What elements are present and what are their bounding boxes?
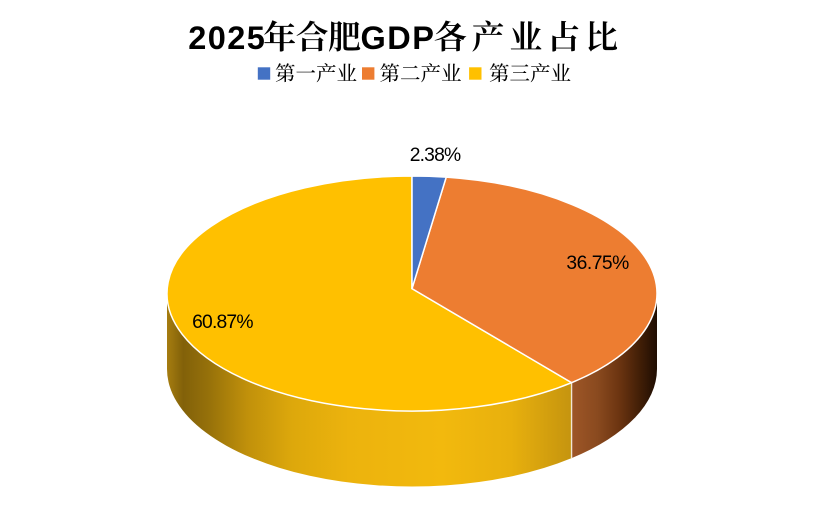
svg-text:GDP: GDP	[361, 20, 436, 56]
svg-text:2025: 2025	[188, 20, 266, 56]
